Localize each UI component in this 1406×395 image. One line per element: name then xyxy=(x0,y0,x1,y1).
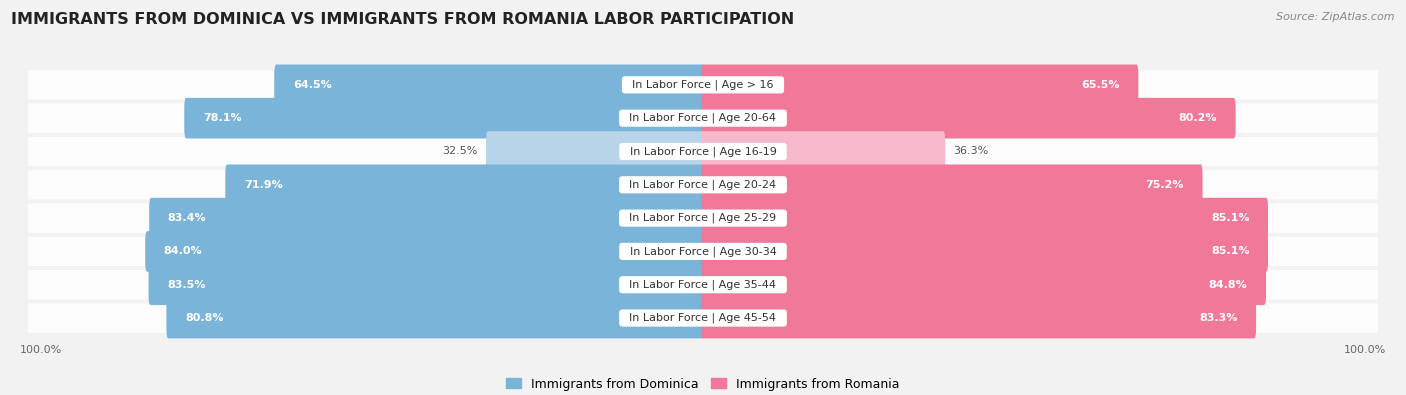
FancyBboxPatch shape xyxy=(28,170,1378,199)
FancyBboxPatch shape xyxy=(274,64,704,105)
FancyBboxPatch shape xyxy=(28,203,1378,233)
FancyBboxPatch shape xyxy=(28,303,1378,333)
Text: In Labor Force | Age 35-44: In Labor Force | Age 35-44 xyxy=(623,280,783,290)
Text: 83.5%: 83.5% xyxy=(167,280,205,290)
FancyBboxPatch shape xyxy=(225,164,704,205)
Text: In Labor Force | Age 25-29: In Labor Force | Age 25-29 xyxy=(623,213,783,223)
Text: 85.1%: 85.1% xyxy=(1211,213,1250,223)
FancyBboxPatch shape xyxy=(702,198,1268,239)
Text: 80.2%: 80.2% xyxy=(1178,113,1218,123)
Text: 83.3%: 83.3% xyxy=(1199,313,1237,323)
FancyBboxPatch shape xyxy=(28,103,1378,133)
Text: 75.2%: 75.2% xyxy=(1146,180,1184,190)
FancyBboxPatch shape xyxy=(702,231,1268,272)
Text: In Labor Force | Age 16-19: In Labor Force | Age 16-19 xyxy=(623,146,783,157)
FancyBboxPatch shape xyxy=(702,98,1236,139)
Text: 64.5%: 64.5% xyxy=(292,80,332,90)
Text: 84.0%: 84.0% xyxy=(163,246,202,256)
FancyBboxPatch shape xyxy=(702,264,1265,305)
FancyBboxPatch shape xyxy=(166,298,704,339)
FancyBboxPatch shape xyxy=(702,164,1202,205)
Text: 78.1%: 78.1% xyxy=(202,113,242,123)
Legend: Immigrants from Dominica, Immigrants from Romania: Immigrants from Dominica, Immigrants fro… xyxy=(502,374,904,394)
Text: 83.4%: 83.4% xyxy=(167,213,207,223)
Text: 85.1%: 85.1% xyxy=(1211,246,1250,256)
FancyBboxPatch shape xyxy=(184,98,704,139)
Text: Source: ZipAtlas.com: Source: ZipAtlas.com xyxy=(1277,12,1395,22)
Text: IMMIGRANTS FROM DOMINICA VS IMMIGRANTS FROM ROMANIA LABOR PARTICIPATION: IMMIGRANTS FROM DOMINICA VS IMMIGRANTS F… xyxy=(11,12,794,27)
Text: 80.8%: 80.8% xyxy=(186,313,224,323)
Text: 32.5%: 32.5% xyxy=(443,147,478,156)
Text: In Labor Force | Age 20-24: In Labor Force | Age 20-24 xyxy=(623,180,783,190)
FancyBboxPatch shape xyxy=(149,264,704,305)
FancyBboxPatch shape xyxy=(702,64,1139,105)
FancyBboxPatch shape xyxy=(702,131,945,172)
Text: 36.3%: 36.3% xyxy=(953,147,988,156)
Text: 84.8%: 84.8% xyxy=(1209,280,1247,290)
Text: In Labor Force | Age 30-34: In Labor Force | Age 30-34 xyxy=(623,246,783,257)
Text: 71.9%: 71.9% xyxy=(243,180,283,190)
Text: In Labor Force | Age 45-54: In Labor Force | Age 45-54 xyxy=(623,313,783,323)
FancyBboxPatch shape xyxy=(145,231,704,272)
FancyBboxPatch shape xyxy=(28,237,1378,266)
Text: In Labor Force | Age > 16: In Labor Force | Age > 16 xyxy=(626,80,780,90)
FancyBboxPatch shape xyxy=(28,70,1378,100)
FancyBboxPatch shape xyxy=(28,270,1378,299)
FancyBboxPatch shape xyxy=(486,131,704,172)
Text: In Labor Force | Age 20-64: In Labor Force | Age 20-64 xyxy=(623,113,783,123)
FancyBboxPatch shape xyxy=(149,198,704,239)
FancyBboxPatch shape xyxy=(702,298,1256,339)
Text: 65.5%: 65.5% xyxy=(1081,80,1119,90)
FancyBboxPatch shape xyxy=(28,137,1378,166)
